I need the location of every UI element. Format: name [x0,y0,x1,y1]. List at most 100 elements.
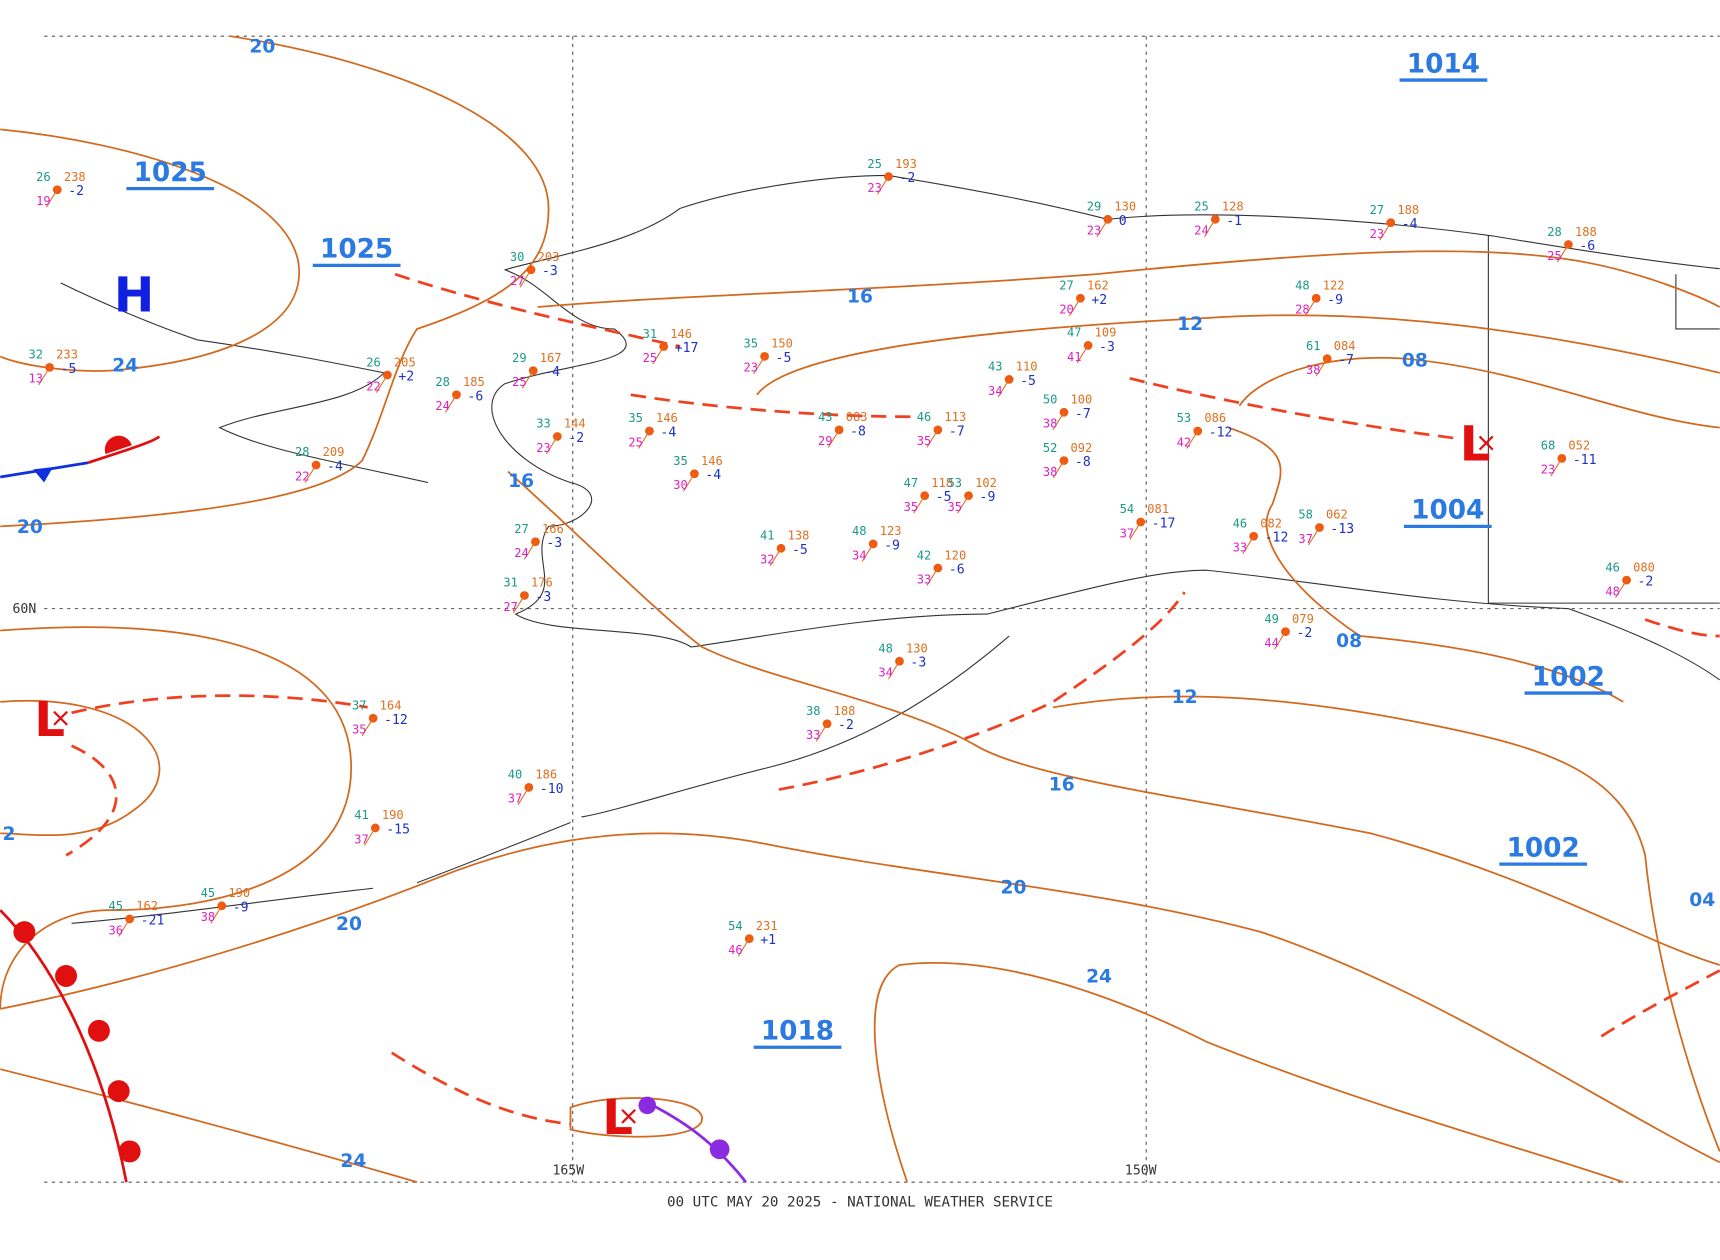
dewpoint: 35 [917,434,932,448]
station-dot [1193,426,1203,436]
station: 53 086 42 -12 [1177,411,1233,449]
pressure-tendency: -4 [705,468,721,483]
dewpoint: 22 [366,379,381,393]
station: 48 123 34 -9 [852,524,901,562]
wind-barb [1242,535,1255,555]
pressure: 120 [944,548,966,562]
pressure: 190 [228,886,250,900]
pressure: 102 [975,476,997,490]
dewpoint: 41 [1067,350,1082,364]
temperature: 46 [1233,516,1248,530]
wind-barb [45,189,58,208]
station: 41 190 37 -15 [354,808,410,846]
grid-label: 150W [1125,1163,1157,1178]
pressure: 176 [531,576,553,590]
pressure: 110 [1016,360,1038,374]
temperature: 27 [514,522,529,536]
dewpoint: 42 [1177,435,1192,449]
dewpoint: 48 [1605,584,1620,598]
dewpoint: 38 [201,910,216,924]
station: 31 146 25 +17 [643,327,699,365]
station: 29 167 25 -4 [512,351,561,389]
station: 42 120 33 -6 [917,548,966,586]
pressure: 118 [931,476,953,490]
pressure: 162 [1087,279,1109,293]
wind-barb [361,717,374,737]
temperature: 31 [503,576,518,590]
wind-barb [926,567,939,586]
dewpoint: 33 [1233,541,1248,555]
dewpoint: 25 [628,435,643,449]
temperature: 28 [435,375,450,389]
dewpoint: 36 [109,923,124,937]
pressure-tendency: -2 [838,718,854,733]
pressure-tendency: -11 [1573,453,1597,468]
pressure-tendency: 0 [1119,214,1127,229]
station: 49 079 44 -2 [1264,612,1313,650]
temperature: 43 [988,360,1003,374]
station: 27 166 24 -3 [514,522,563,560]
isobar-label: 24 [1086,967,1112,988]
wind-barb [1615,579,1627,598]
pressure-tendency: -3 [535,590,551,605]
wind-barb [997,379,1010,398]
wind-barb [363,827,376,846]
dewpoint: 34 [878,666,893,680]
temperature: 41 [760,529,775,543]
station: 43 110 34 -5 [988,360,1037,398]
temperature: 35 [628,411,643,425]
wind-barb [517,787,530,806]
temperature: 38 [806,704,821,718]
temperature: 46 [1605,560,1620,574]
pressure-tendency: -9 [233,900,249,915]
station: 45 162 36 -21 [109,899,165,937]
isobar-label: 12 [1177,314,1203,335]
station: 26 205 22 +2 [366,355,415,393]
temperature: 26 [366,355,381,369]
temperature: 42 [917,548,932,562]
dewpoint: 37 [508,792,523,806]
pressure: 164 [380,699,402,713]
dewpoint: 35 [904,500,919,514]
station: 47 118 35 -5 [904,476,953,514]
temperature: 61 [1306,339,1321,353]
wind-barb [769,548,782,567]
pressure: 166 [542,522,564,536]
temperature: 27 [1059,279,1074,293]
wind-barb [815,723,828,742]
isobar-label: 20 [336,914,362,935]
dewpoint: 28 [1295,303,1310,317]
station: 32 233 13 -5 [29,348,78,386]
dewpoint: 38 [1043,417,1058,431]
station: 46 082 33 -12 [1233,516,1289,554]
pressure-tendency: +17 [675,341,699,356]
isobar-label: 12 [1172,687,1198,708]
station: 27 162 20 +2 [1059,279,1108,317]
wind-barb [1304,297,1317,317]
temperature: 45 [109,899,124,913]
pressure-tendency: -12 [384,713,408,728]
pressure-tendency: -17 [1152,516,1176,531]
dewpoint: 23 [744,361,759,375]
pressure-tendency: -7 [1338,353,1354,368]
pressure-tendency: -13 [1330,522,1354,537]
pressure-tendency: -4 [660,425,676,440]
grid-label: 165W [552,1163,584,1178]
pressure: 150 [771,337,793,351]
pressure-tendency: +2 [398,370,414,385]
isobar-label: 20 [249,37,275,58]
wind-barb [1379,222,1392,241]
wind-barb [521,370,534,389]
station-dot [1059,407,1069,417]
pressure-tendency: -10 [540,782,564,797]
temperature: 25 [1194,200,1209,214]
pressure-value: 1018 [761,1017,834,1047]
pressure-tendency: -3 [1099,340,1115,355]
wind-barb [1076,345,1089,364]
pressure-value: 1014 [1407,49,1480,79]
wind-barb [1308,527,1320,546]
temperature: 31 [643,327,658,341]
pressure-tendency: -4 [544,365,560,380]
dewpoint: 23 [867,181,882,195]
temperature: 41 [354,808,369,822]
